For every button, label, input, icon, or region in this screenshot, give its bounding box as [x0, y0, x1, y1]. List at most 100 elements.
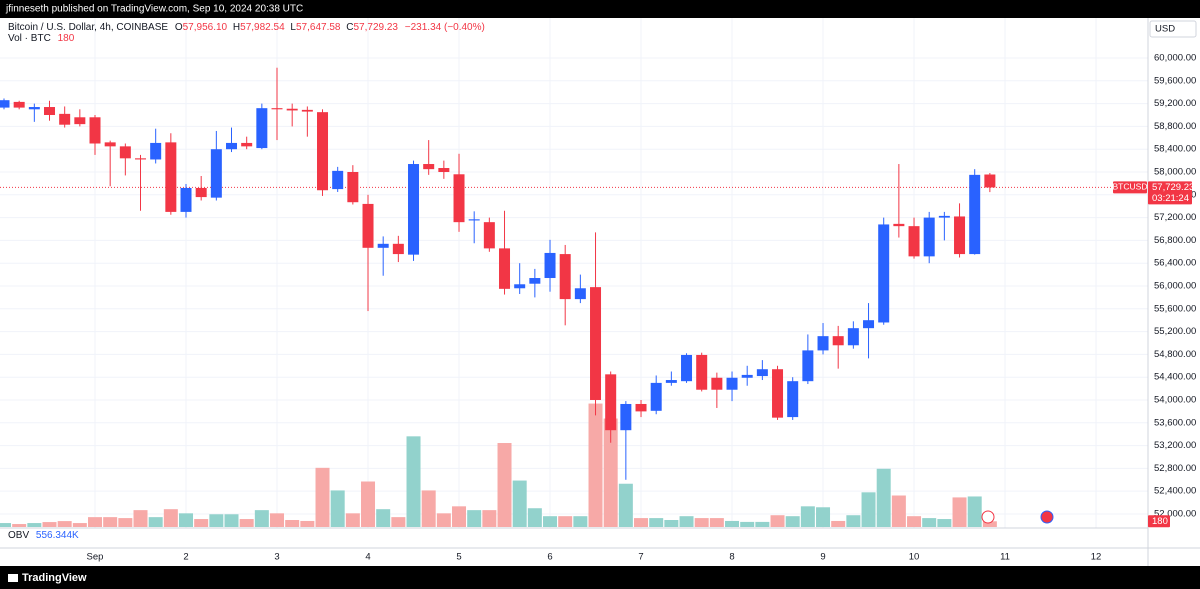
- x-tick-label: 10: [909, 552, 920, 563]
- volume-bar: [831, 520, 846, 527]
- volume-bar: [876, 468, 891, 527]
- volume-value: 180: [58, 33, 75, 44]
- currency[interactable]: USD: [1155, 24, 1175, 35]
- volume-bar: [679, 516, 694, 527]
- candle-body: [817, 336, 829, 351]
- candle-body: [13, 101, 25, 108]
- y-tick-label: 59,200.00: [1154, 98, 1196, 109]
- ohlc-label: H: [233, 22, 240, 33]
- volume-bar: [285, 520, 300, 527]
- candle-body: [620, 403, 632, 431]
- x-tick-label: Sep: [87, 552, 104, 563]
- volume-bar: [103, 517, 118, 527]
- volume-bar: [846, 515, 861, 527]
- candle-body: [756, 369, 768, 377]
- ohlc-value: 57,647.58: [296, 22, 341, 33]
- volume-bar: [57, 521, 72, 527]
- candle-body: [499, 248, 511, 289]
- candle-body: [696, 354, 708, 390]
- currency-box[interactable]: [1149, 20, 1197, 38]
- y-tick-label: 56,800.00: [1154, 235, 1196, 246]
- candle-body: [119, 146, 131, 159]
- candle-body: [59, 113, 71, 125]
- y-tick-label: 53,600.00: [1154, 417, 1196, 428]
- candle-body: [74, 117, 86, 125]
- grid: [0, 18, 1148, 528]
- ohlc-label: L: [290, 22, 296, 33]
- volume-bar: [634, 518, 649, 527]
- candle-body: [529, 278, 541, 284]
- candle-body: [863, 320, 875, 329]
- volume-tag: [1148, 515, 1170, 528]
- x-tick-label: 11: [1000, 552, 1010, 563]
- candle-body: [726, 377, 738, 390]
- volume-bar: [406, 436, 421, 527]
- y-tick-label: 59,600.00: [1154, 75, 1196, 86]
- volume-bar: [558, 516, 573, 527]
- candle-body: [468, 219, 480, 221]
- volume-bar: [27, 523, 42, 527]
- candle-body: [893, 223, 905, 227]
- volume-bar: [376, 509, 391, 527]
- event-icon[interactable]: [1040, 510, 1054, 524]
- volume-bar: [770, 515, 785, 527]
- y-tick-label: 54,400.00: [1154, 372, 1196, 383]
- volume-bar: [861, 492, 876, 527]
- candle-body: [650, 382, 662, 411]
- y-tick-label: 55,200.00: [1154, 326, 1196, 337]
- candle-body: [135, 158, 147, 160]
- volume-layer: [0, 403, 997, 527]
- y-tick-label: 56,000.00: [1154, 281, 1196, 292]
- volume-bar: [588, 403, 603, 527]
- change: −231.34 (−0.40%): [405, 22, 485, 33]
- y-tick-label: 53,200.00: [1154, 440, 1196, 451]
- volume-bar: [254, 510, 269, 527]
- event-icon[interactable]: [981, 510, 995, 524]
- volume-bar: [664, 520, 679, 527]
- candle-body: [923, 217, 935, 257]
- event-icons: [981, 510, 1054, 524]
- candle-body: [195, 187, 207, 198]
- y-tick-label: 52,000.00: [1154, 508, 1196, 519]
- candle-body: [802, 350, 814, 382]
- ticker-tag-label: BTCUSD: [1113, 182, 1148, 192]
- volume-bar: [194, 519, 209, 527]
- legend-line: Bitcoin / U.S. Dollar, 4h, COINBASE O57,…: [8, 22, 485, 33]
- volume-bar: [163, 509, 178, 527]
- volume-bar: [527, 508, 542, 527]
- candle-body: [332, 170, 344, 190]
- candle-body: [878, 224, 890, 323]
- candle-body: [590, 287, 602, 400]
- x-tick-label: 12: [1091, 552, 1102, 563]
- volume-bar: [436, 513, 451, 527]
- x-tick-label: 2: [183, 552, 188, 563]
- candle-body: [514, 284, 526, 289]
- volume-bar: [391, 517, 406, 527]
- candle-body: [483, 222, 495, 249]
- candle-body: [681, 354, 693, 382]
- candle-body: [150, 142, 162, 160]
- candle-body: [362, 203, 374, 248]
- x-tick-label: 5: [456, 552, 461, 563]
- ticker-tag: [1113, 181, 1147, 194]
- y-tick-label: 54,800.00: [1154, 349, 1196, 360]
- candle-body: [438, 168, 450, 173]
- brand: TradingView: [22, 572, 87, 584]
- candle-body: [0, 100, 10, 108]
- candle-body: [210, 149, 222, 198]
- candle-body: [574, 288, 586, 300]
- symbol: Bitcoin / U.S. Dollar, 4h, COINBASE: [8, 22, 168, 33]
- volume-bar: [497, 443, 512, 527]
- volume-bar: [725, 520, 740, 527]
- x-tick-label: 4: [365, 552, 370, 563]
- obv-label: OBV: [8, 530, 29, 541]
- candle-body: [226, 142, 238, 150]
- candle-body: [241, 142, 253, 147]
- volume-bar: [709, 518, 724, 527]
- volume-bar: [800, 506, 815, 527]
- candle-body: [104, 142, 116, 147]
- candle-body: [28, 107, 40, 110]
- ohlc-value: 57,729.23: [354, 22, 399, 33]
- candle-body: [787, 381, 799, 418]
